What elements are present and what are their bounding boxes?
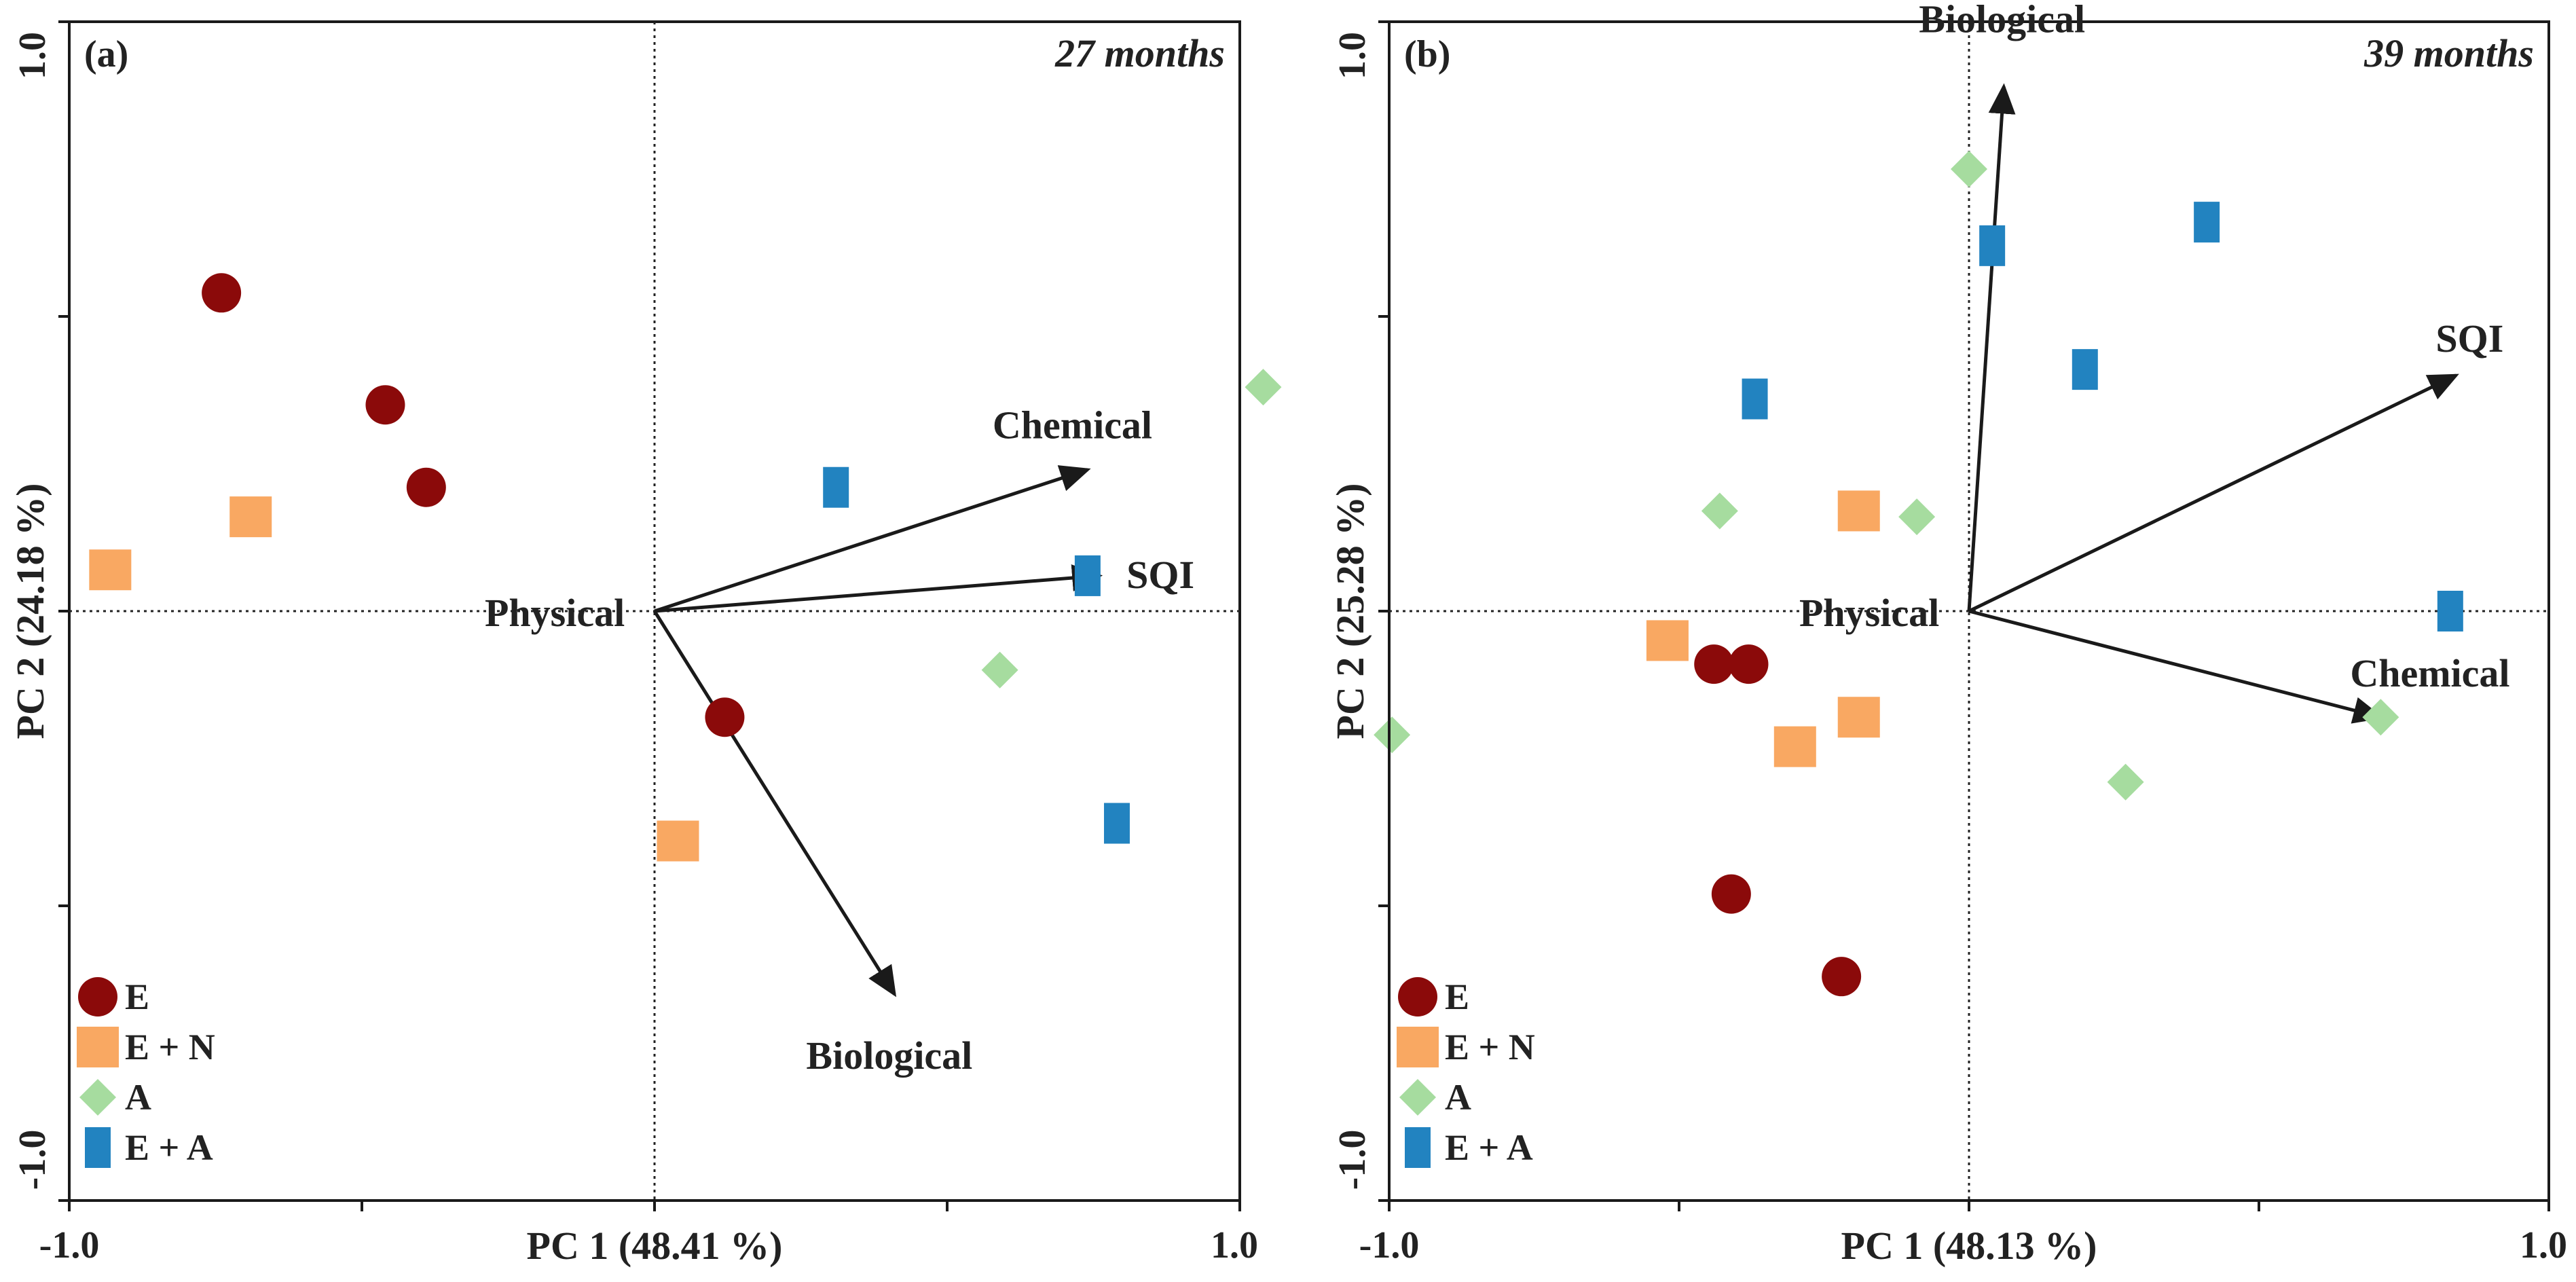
point-e — [1729, 644, 1769, 684]
vector-chemical — [1968, 609, 2385, 724]
x-tick-label-max: 1.0 — [2520, 1224, 2567, 1266]
legend-label: E + A — [125, 1127, 213, 1168]
legend-label: A — [125, 1077, 151, 1118]
panel-a: -1.0 1.0 1.0 -1.0 PC 1 (48.41 %) PC 2 (24.18 … — [8, 20, 1768, 1268]
y-tick-label-min: -1.0 — [1331, 1130, 1374, 1190]
legend-marker — [78, 977, 117, 1017]
panel-label: (a) — [84, 33, 128, 75]
vector-label-biological: Biological — [806, 1033, 972, 1078]
point-e-plus-a — [1074, 555, 1101, 596]
point-e — [1711, 874, 1751, 914]
legend-marker — [77, 1027, 119, 1067]
time-label: 27 months — [1054, 31, 1225, 75]
point-e — [705, 697, 745, 737]
vector-label-sqi: SQI — [1126, 553, 1194, 597]
vector-label-biological: Biological — [1919, 0, 2085, 41]
time-label: 39 months — [2363, 31, 2534, 75]
legend-marker — [1399, 1079, 1436, 1116]
y-tick-label-max: 1.0 — [12, 32, 54, 79]
point-a — [2362, 699, 2399, 736]
vector-label-chemical: Chemical — [2350, 651, 2509, 695]
point-e-plus-n — [1646, 620, 1689, 661]
legend-label: E — [1445, 976, 1469, 1017]
point-a — [1374, 716, 1411, 754]
point-a — [1245, 369, 1282, 406]
point-e-plus-a — [1742, 378, 1768, 420]
point-e-plus-n — [657, 820, 699, 862]
legend-label: E + N — [125, 1027, 215, 1067]
legend-marker — [1398, 977, 1437, 1017]
point-a — [1701, 492, 1738, 530]
vector-sqi — [1968, 373, 2459, 613]
y-axis-title: PC 2 (25.28 %) — [1328, 483, 1372, 739]
legend-label: E + N — [1445, 1027, 1535, 1067]
vector-sqi — [654, 564, 1103, 613]
panel-label: (b) — [1404, 33, 1450, 75]
point-a — [2107, 763, 2144, 801]
point-e-plus-a — [1979, 225, 2006, 266]
point-e — [406, 467, 446, 507]
point-e — [1694, 644, 1734, 684]
legend-marker — [1397, 1027, 1439, 1067]
point-e-plus-a — [2072, 349, 2098, 390]
y-tick-label-min: -1.0 — [12, 1130, 54, 1190]
y-axis-title: PC 2 (24.18 %) — [8, 483, 52, 739]
point-e-plus-a — [2194, 202, 2220, 243]
vector-label-physical: Physical — [485, 591, 625, 635]
legend-label: E + A — [1445, 1127, 1533, 1168]
vector-biological — [652, 610, 897, 997]
legend-label: A — [1445, 1077, 1471, 1118]
y-tick-label-max: 1.0 — [1331, 32, 1374, 79]
legend-marker — [79, 1079, 116, 1116]
point-e — [365, 385, 405, 425]
point-e-plus-n — [89, 549, 132, 591]
point-e-plus-n — [1773, 726, 1816, 767]
legend-label: E — [125, 976, 149, 1017]
point-a — [981, 651, 1018, 689]
x-tick-label-min: -1.0 — [39, 1224, 100, 1266]
point-e-plus-n — [229, 496, 272, 538]
legend-marker — [1405, 1127, 1431, 1168]
x-tick-label-max: 1.0 — [1211, 1224, 1258, 1266]
point-a — [1951, 151, 1987, 187]
legend-marker — [85, 1127, 111, 1168]
vector-label-chemical: Chemical — [993, 403, 1152, 447]
panel-b: -1.0 1.0 1.0 -1.0 PC 1 (48.13 %) PC 2 (25.28 … — [1328, 0, 2567, 1268]
x-axis-title: PC 1 (48.13 %) — [1841, 1224, 2097, 1268]
point-e-plus-n — [1837, 490, 1880, 532]
point-e — [202, 273, 242, 313]
point-a — [1898, 498, 1936, 536]
point-e-plus-a — [1103, 803, 1130, 844]
point-e-plus-a — [2437, 591, 2463, 631]
vector-biological — [1967, 83, 2016, 612]
vector-chemical — [654, 465, 1091, 613]
point-e-plus-a — [823, 466, 849, 508]
point-e-plus-n — [1837, 697, 1880, 738]
x-axis-title: PC 1 (48.41 %) — [527, 1224, 783, 1268]
point-e — [1822, 957, 1862, 997]
x-tick-label-min: -1.0 — [1359, 1224, 1420, 1266]
vector-label-physical: Physical — [1799, 591, 1939, 635]
vector-label-sqi: SQI — [2435, 316, 2503, 361]
